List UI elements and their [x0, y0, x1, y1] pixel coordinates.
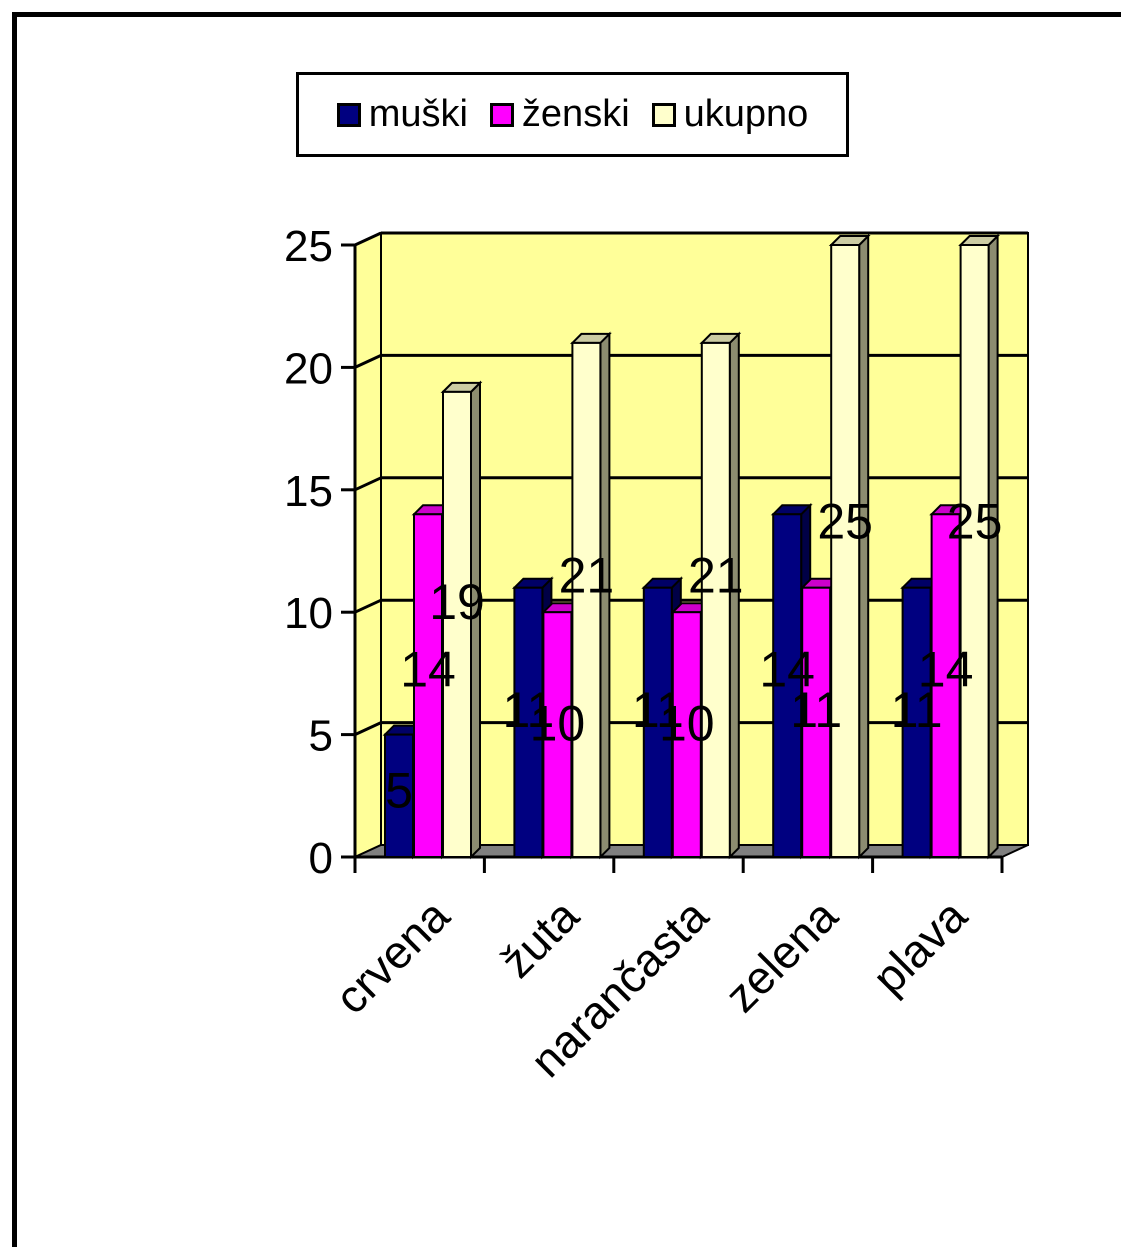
legend: muški ženski ukupno — [296, 72, 849, 157]
data-label: 10 — [659, 695, 715, 751]
y-tick-label: 20 — [284, 344, 333, 393]
bar — [413, 513, 443, 859]
bar — [442, 390, 472, 858]
data-label: 11 — [891, 682, 943, 738]
gridline-side — [354, 721, 382, 736]
bar — [801, 586, 832, 858]
x-category-label: plava — [862, 889, 977, 1004]
gridline-side — [354, 476, 382, 492]
bar — [571, 341, 602, 859]
data-label: 21 — [559, 547, 615, 603]
legend-swatch-zenski — [489, 102, 514, 127]
x-category-label: žuta — [490, 889, 589, 988]
data-label: 21 — [688, 547, 744, 603]
data-label: 10 — [530, 695, 586, 751]
data-label: 14 — [400, 642, 456, 698]
data-label: 19 — [429, 574, 485, 630]
y-tick-label: 15 — [284, 467, 333, 516]
legend-item-muski: muški — [336, 93, 468, 136]
y-tick-label: 25 — [284, 222, 333, 271]
legend-label-zenski: ženski — [521, 93, 630, 135]
bar — [772, 513, 803, 859]
legend-item-ukupno: ukupno — [651, 93, 809, 136]
y-tick-label: 5 — [309, 712, 333, 761]
bar — [700, 341, 731, 859]
x-category-label: crvena — [325, 889, 460, 1024]
bar — [513, 586, 544, 858]
bar — [830, 244, 861, 858]
gridline-side — [354, 354, 382, 369]
data-label: 25 — [817, 493, 873, 549]
gridline-side — [354, 598, 382, 614]
bar — [901, 586, 932, 858]
legend-item-zenski: ženski — [489, 93, 630, 136]
gridline-side — [354, 231, 382, 247]
legend-label-muski: muški — [368, 93, 468, 135]
legend-swatch-ukupno — [651, 102, 676, 127]
data-label: 14 — [918, 642, 974, 698]
data-label: 11 — [790, 682, 842, 738]
legend-swatch-muski — [336, 102, 361, 127]
y-tick-label: 0 — [309, 834, 333, 883]
data-label: 11 — [632, 682, 684, 738]
data-label: 14 — [759, 642, 815, 698]
data-label: 25 — [947, 493, 1003, 549]
bar — [542, 611, 573, 859]
plot-side-wall — [354, 231, 382, 859]
bar — [959, 244, 990, 858]
bar — [642, 586, 673, 858]
data-label: 5 — [385, 763, 413, 819]
y-tick-label: 10 — [284, 589, 333, 638]
legend-label-ukupno: ukupno — [683, 93, 809, 135]
data-label: 11 — [502, 682, 554, 738]
bar — [930, 513, 961, 859]
x-category-label: zelena — [715, 889, 848, 1022]
